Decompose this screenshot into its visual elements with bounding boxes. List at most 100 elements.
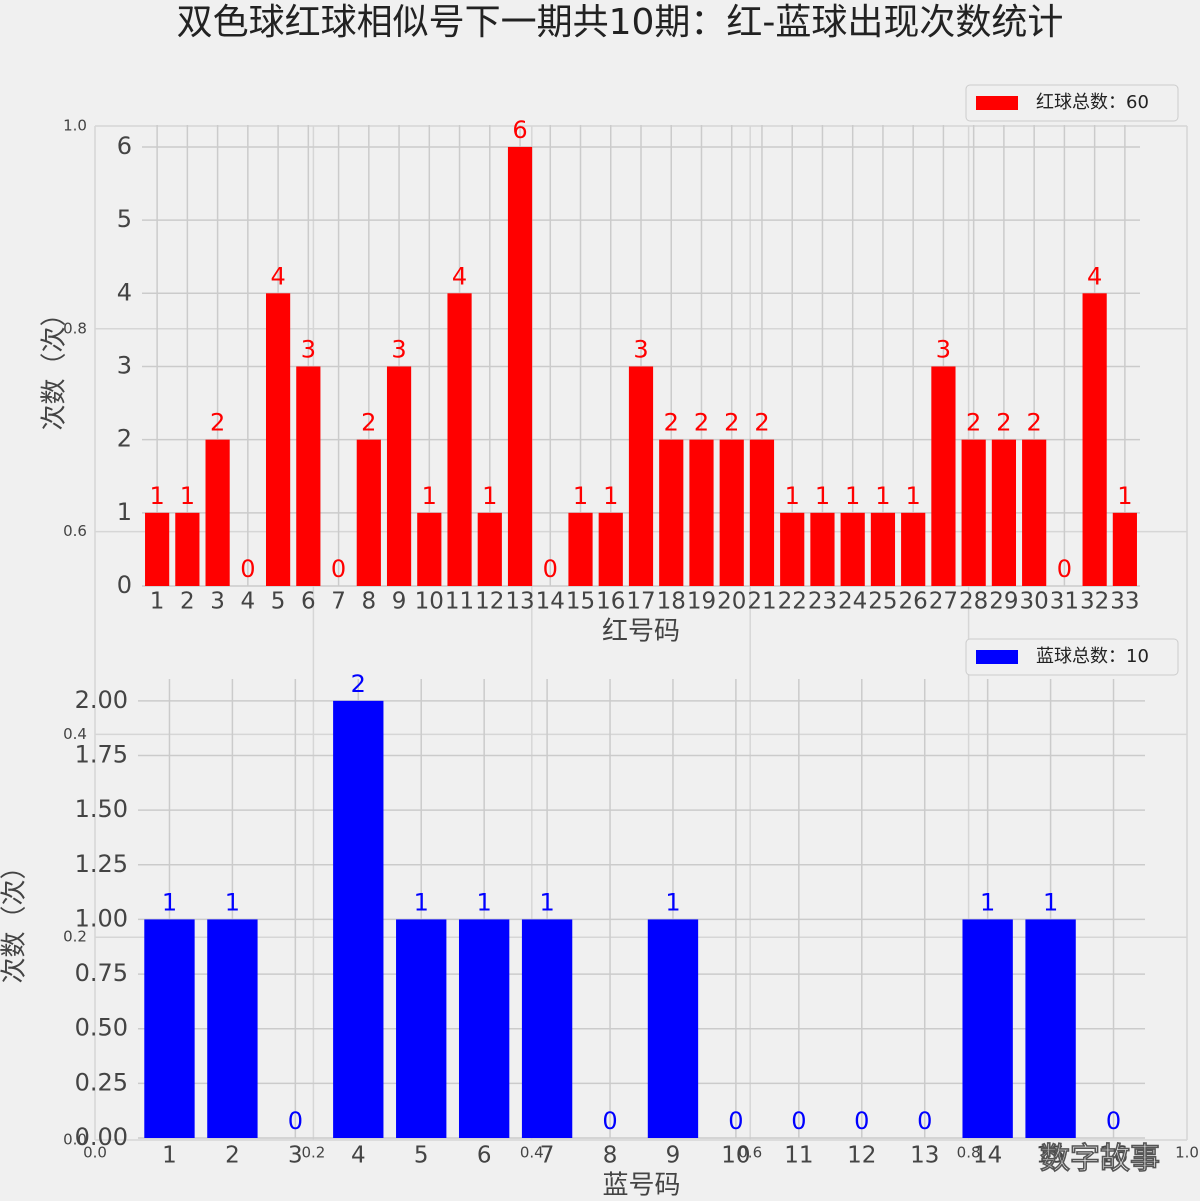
y-tick-label: 0.50 <box>75 1014 128 1042</box>
value-label: 1 <box>603 482 618 510</box>
bg-x-tick-label: 0.4 <box>520 1144 544 1162</box>
value-label: 1 <box>482 482 497 510</box>
y-tick-label: 1.50 <box>75 795 128 823</box>
bar <box>265 293 291 586</box>
value-label: 1 <box>422 482 437 510</box>
value-label: 3 <box>633 335 648 363</box>
y-tick-label: 2 <box>117 425 132 453</box>
legend-label: 蓝球总数：10 <box>1036 646 1149 667</box>
bar <box>598 512 623 586</box>
bar <box>205 439 230 586</box>
bar <box>991 439 1017 586</box>
x-tick-label: 23 <box>808 589 837 615</box>
value-label: 1 <box>477 888 492 916</box>
legend-label: 红球总数：60 <box>1036 92 1149 113</box>
bg-x-tick-label: 0.6 <box>738 1144 762 1162</box>
x-tick-label: 12 <box>475 589 504 615</box>
x-tick-label: 26 <box>899 589 928 615</box>
legend-swatch <box>976 650 1018 664</box>
bar <box>386 366 412 586</box>
value-label: 2 <box>694 409 709 437</box>
x-tick-label: 16 <box>1099 1143 1128 1169</box>
value-label: 2 <box>351 670 366 698</box>
y-tick-label: 6 <box>117 132 132 160</box>
x-tick-label: 10 <box>415 589 444 615</box>
y-tick-label: 0 <box>117 571 132 599</box>
x-tick-label: 21 <box>747 589 776 615</box>
value-label: 1 <box>162 888 177 916</box>
x-tick-label: 16 <box>596 589 625 615</box>
value-label: 1 <box>875 482 890 510</box>
value-label: 2 <box>754 409 769 437</box>
value-label: 3 <box>391 335 406 363</box>
bg-x-tick-label: 0.2 <box>301 1144 325 1162</box>
value-label: 1 <box>845 482 860 510</box>
bar <box>961 439 986 586</box>
bar <box>647 919 699 1138</box>
y-tick-label: 1.25 <box>75 850 128 878</box>
value-label: 0 <box>854 1107 869 1135</box>
bar <box>749 439 775 586</box>
bar <box>628 366 654 586</box>
x-tick-label: 15 <box>566 589 595 615</box>
y-tick-label: 3 <box>117 351 132 379</box>
value-label: 2 <box>724 409 739 437</box>
value-label: 1 <box>785 482 800 510</box>
value-label: 0 <box>1106 1107 1121 1135</box>
x-tick-label: 28 <box>959 589 988 615</box>
value-label: 2 <box>664 409 679 437</box>
x-tick-label: 31 <box>1050 589 1079 615</box>
x-tick-label: 9 <box>392 589 407 615</box>
x-tick-label: 2 <box>225 1143 240 1169</box>
x-tick-label: 14 <box>536 589 565 615</box>
x-tick-label: 8 <box>361 589 376 615</box>
bar <box>144 919 195 1138</box>
value-label: 3 <box>936 335 951 363</box>
bar <box>458 919 510 1138</box>
bar <box>207 919 258 1138</box>
x-tick-label: 2 <box>180 589 195 615</box>
x-tick-label: 25 <box>868 589 897 615</box>
bar <box>962 919 1013 1138</box>
x-tick-label: 12 <box>847 1143 876 1169</box>
bar <box>719 439 744 586</box>
bar <box>507 146 533 586</box>
value-label: 1 <box>815 482 830 510</box>
bar <box>477 512 502 586</box>
bar <box>296 366 321 586</box>
y-tick-label: 1.75 <box>75 741 128 769</box>
bg-x-tick-label: 1.0 <box>1175 1144 1199 1162</box>
bar <box>901 512 926 586</box>
bg-y-tick-label: 0.6 <box>63 522 87 540</box>
value-label: 2 <box>361 409 376 437</box>
bar <box>810 512 835 586</box>
x-tick-label: 5 <box>271 589 286 615</box>
x-tick-label: 3 <box>210 589 225 615</box>
bar <box>175 512 200 586</box>
bar <box>659 439 684 586</box>
x-tick-label: 13 <box>910 1143 939 1169</box>
value-label: 0 <box>602 1107 617 1135</box>
x-tick-label: 29 <box>989 589 1018 615</box>
x-tick-label: 18 <box>657 589 686 615</box>
x-tick-label: 6 <box>477 1143 492 1169</box>
bar <box>568 512 593 586</box>
bar <box>333 700 384 1138</box>
x-tick-label: 1 <box>150 589 165 615</box>
value-label: 1 <box>180 482 195 510</box>
y-tick-label: 5 <box>117 205 132 233</box>
bar <box>931 366 956 586</box>
bar <box>145 512 170 586</box>
value-label: 0 <box>543 555 558 583</box>
x-tick-label: 30 <box>1020 589 1049 615</box>
value-label: 0 <box>1057 555 1072 583</box>
value-label: 0 <box>791 1107 806 1135</box>
watermark: 数字故事 <box>1040 1142 1160 1177</box>
y-tick-label: 1 <box>117 498 132 526</box>
value-label: 1 <box>1043 888 1058 916</box>
value-label: 0 <box>331 555 346 583</box>
y-tick-label: 0.25 <box>75 1068 128 1096</box>
x-tick-label: 20 <box>717 589 746 615</box>
value-label: 2 <box>1027 409 1042 437</box>
x-tick-label: 9 <box>666 1143 681 1169</box>
